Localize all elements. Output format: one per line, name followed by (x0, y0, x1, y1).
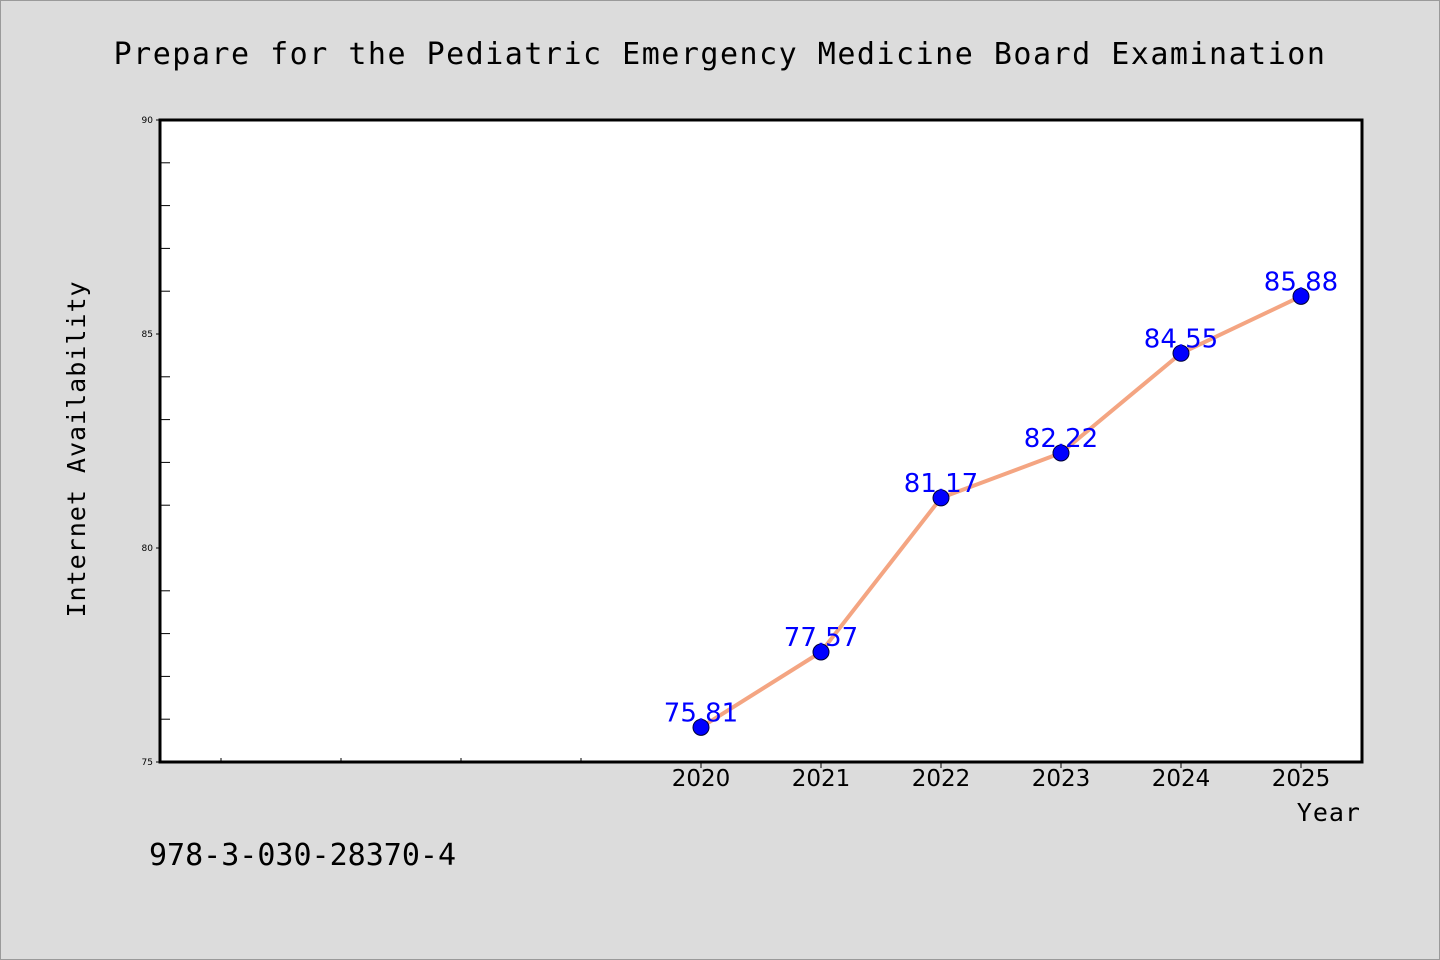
x-tick-label: 2024 (1152, 766, 1211, 792)
plot-area (158, 118, 1364, 764)
data-point (812, 643, 830, 661)
isbn-label: 978-3-030-28370-4 (149, 838, 456, 873)
x-tick-label: 2022 (912, 766, 971, 792)
data-label: 82.22 (1024, 424, 1098, 454)
data-label: 81.17 (904, 469, 978, 499)
series-line (699, 294, 1303, 730)
chart-title: Prepare for the Pediatric Emergency Medi… (114, 37, 1327, 72)
data-label: 85.88 (1264, 267, 1338, 297)
x-tick-label: 2021 (792, 766, 851, 792)
data-label: 84.55 (1144, 324, 1218, 354)
x-minor-ticks (220, 758, 582, 762)
y-axis-label: Internet Availability (62, 280, 91, 617)
x-tick-label: 2020 (672, 766, 731, 792)
y-axis-ticks: 75 80 85 90 (142, 116, 160, 768)
data-point (1292, 287, 1310, 305)
data-point (692, 718, 710, 736)
y-tick-label: 75 (142, 758, 153, 768)
x-tick-label: 2025 (1272, 766, 1331, 792)
x-tick-label: 2023 (1032, 766, 1091, 792)
x-axis-label: Year (1297, 798, 1361, 827)
x-axis-ticks: 2020 2021 2022 2023 2024 2025 (672, 762, 1331, 792)
data-label: 77.57 (784, 623, 858, 653)
y-minor-ticks (160, 162, 170, 720)
y-tick-label: 85 (142, 330, 153, 340)
data-label: 75.81 (664, 698, 738, 728)
data-point (1052, 444, 1070, 462)
data-point (932, 489, 950, 507)
series-layer: 75.81 77.57 81.17 82.22 84.55 85.88 (664, 267, 1338, 736)
y-tick-label: 80 (142, 544, 154, 554)
y-tick-label: 90 (142, 116, 154, 126)
data-point (1172, 344, 1190, 362)
